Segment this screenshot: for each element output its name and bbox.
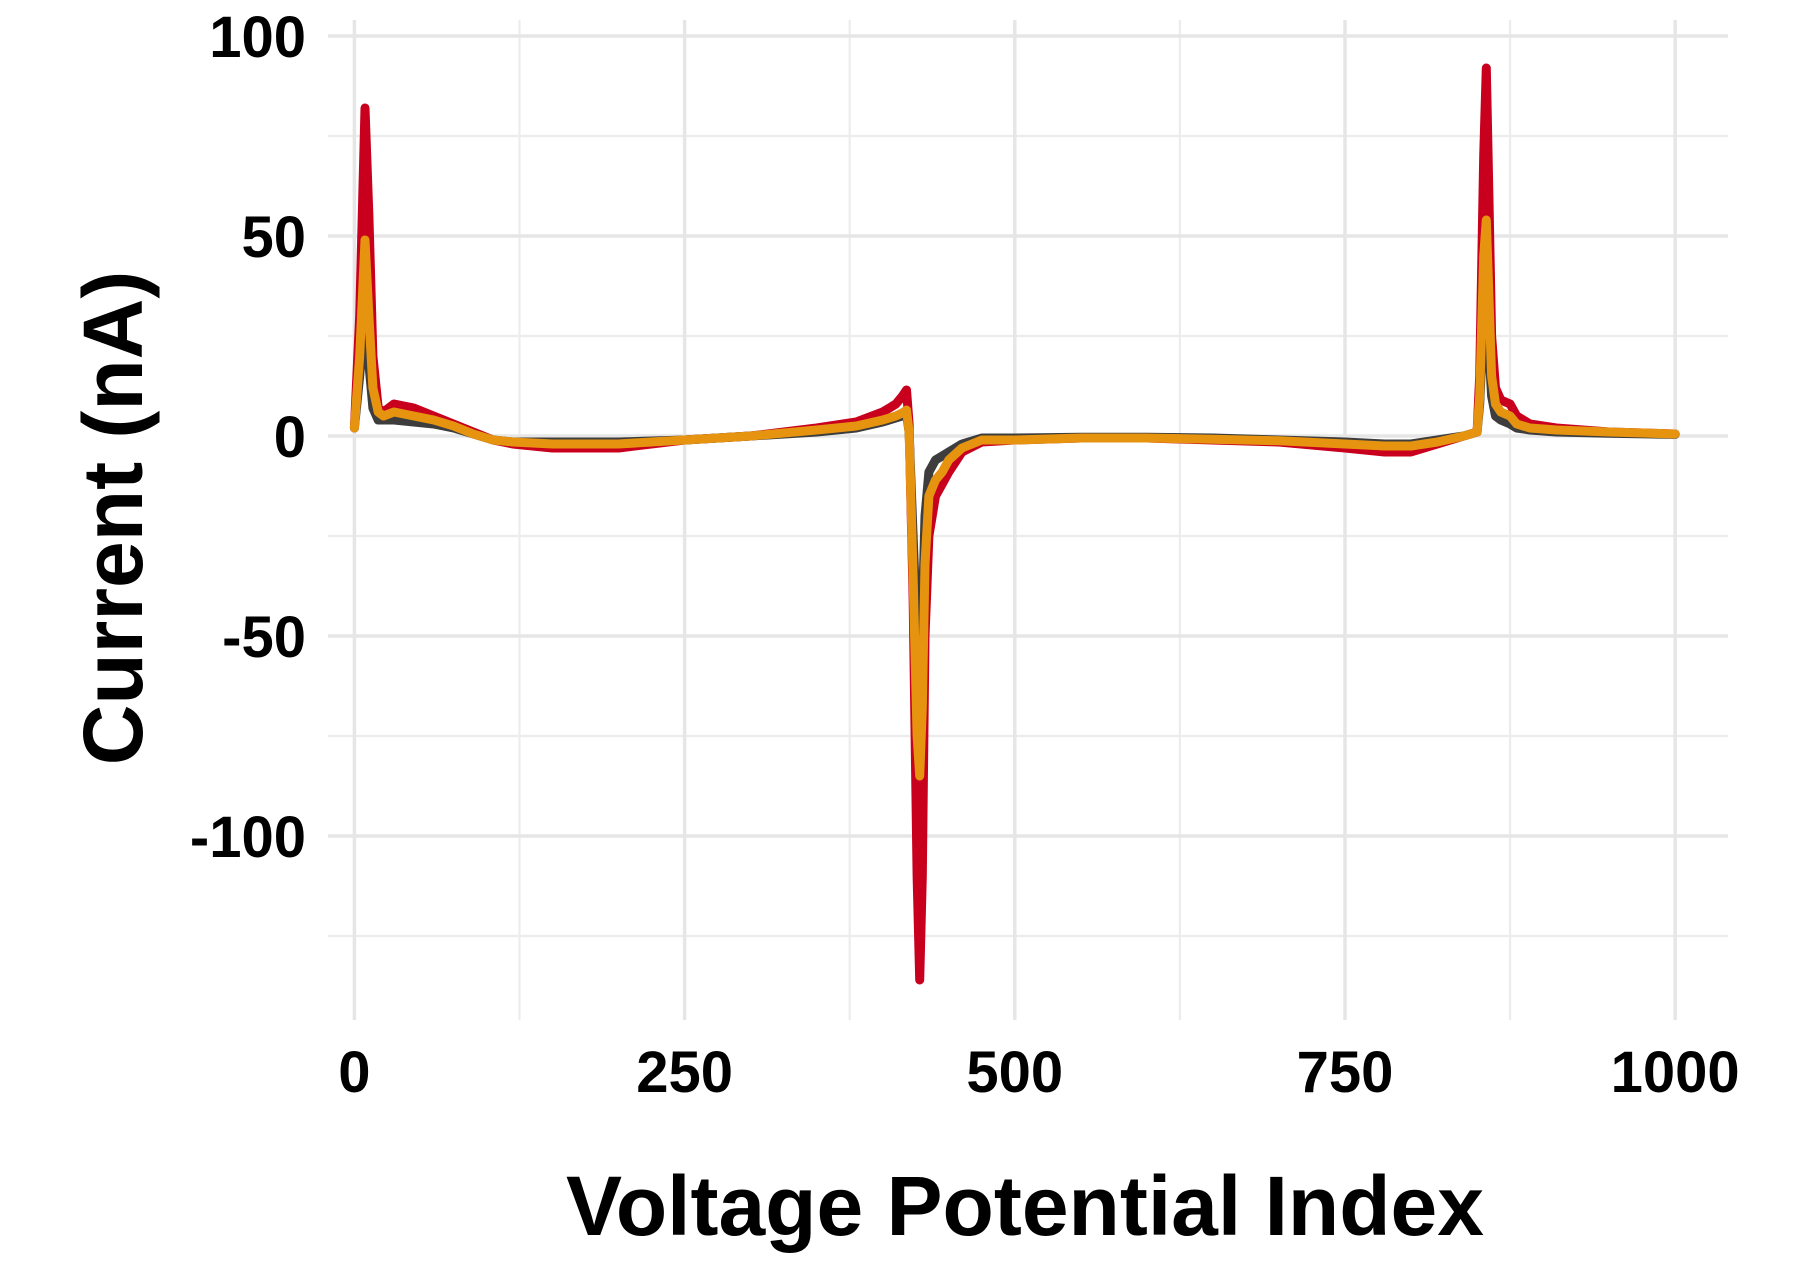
- y-tick-label: 0: [274, 405, 306, 470]
- x-tick-label: 250: [636, 1040, 733, 1105]
- grid: [328, 20, 1728, 1020]
- y-tick-label: -50: [222, 605, 306, 670]
- x-tick-label: 1000: [1611, 1040, 1740, 1105]
- y-tick-label: 100: [209, 5, 306, 70]
- y-tick-label: 50: [241, 205, 306, 270]
- x-axis-ticks: 0 250 500 750 1000: [338, 1040, 1739, 1105]
- series-group: [349, 63, 1680, 985]
- x-tick-label: 500: [966, 1040, 1063, 1105]
- x-tick-label: 0: [338, 1040, 370, 1105]
- x-tick-label: 750: [1297, 1040, 1394, 1105]
- x-axis-title: Voltage Potential Index: [566, 1159, 1484, 1253]
- y-tick-label: -100: [190, 805, 306, 870]
- series-line-3: [349, 215, 1680, 781]
- y-axis-ticks: -100 -50 0 50 100: [190, 5, 306, 870]
- y-axis-title: Current (nA): [66, 271, 160, 766]
